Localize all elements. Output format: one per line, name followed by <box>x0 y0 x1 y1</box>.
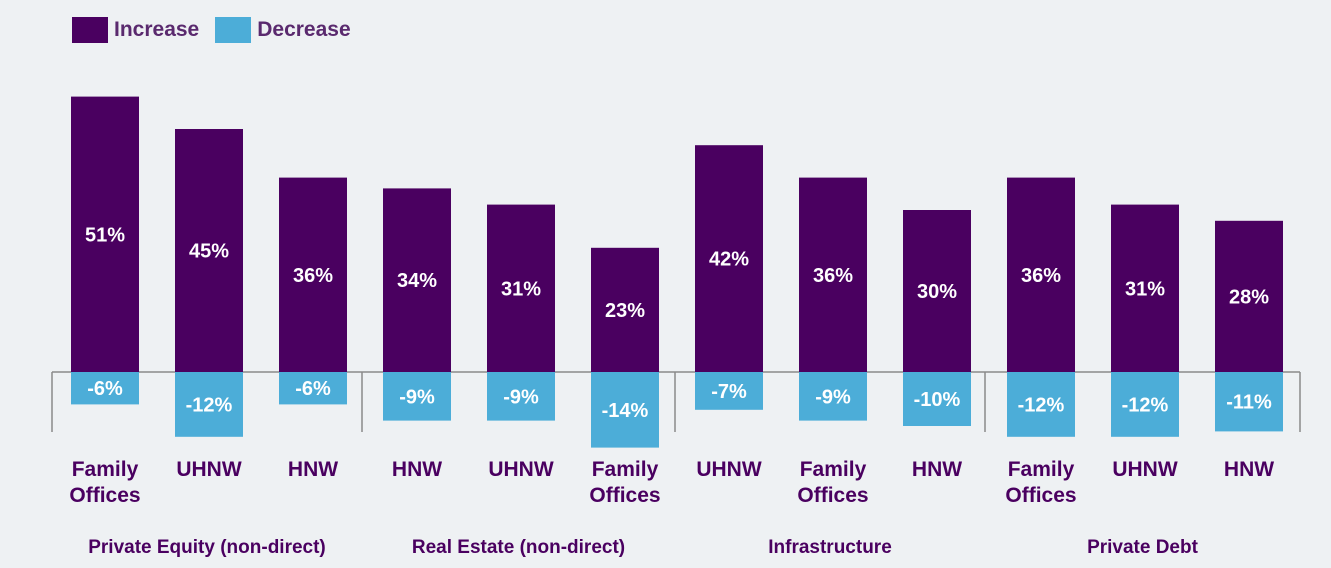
decrease-value-label: -9% <box>503 386 539 408</box>
increase-bar <box>1007 177 1075 372</box>
increase-value-label: 31% <box>1125 278 1165 300</box>
increase-bar <box>1215 220 1283 372</box>
group-label: Real Estate (non-direct) <box>412 537 625 558</box>
category-label: HNW <box>288 458 338 481</box>
category-label: Family Offices <box>1005 458 1076 507</box>
increase-bar <box>175 129 243 372</box>
decrease-bar <box>695 372 763 410</box>
increase-value-label: 28% <box>1229 286 1269 308</box>
increase-value-label: 45% <box>189 241 229 263</box>
increase-value-label: 36% <box>813 265 853 287</box>
decrease-value-label: -6% <box>87 378 123 400</box>
legend-swatch-increase <box>72 17 108 43</box>
increase-value-label: 34% <box>397 270 437 292</box>
increase-value-label: 36% <box>1021 265 1061 287</box>
category-label: HNW <box>392 458 442 481</box>
group-label: Private Equity (non-direct) <box>88 537 326 558</box>
category-label: UHNW <box>176 458 241 481</box>
increase-bar <box>71 96 139 372</box>
increase-bar <box>799 177 867 372</box>
category-label: UHNW <box>696 458 761 481</box>
legend: Increase Decrease <box>72 17 367 43</box>
legend-item-increase: Increase <box>72 17 199 43</box>
decrease-bar <box>903 372 971 426</box>
category-label: Family Offices <box>589 458 660 507</box>
decrease-bar <box>383 372 451 421</box>
decrease-value-label: -10% <box>914 389 961 411</box>
decrease-value-label: -6% <box>295 378 331 400</box>
increase-value-label: 30% <box>917 281 957 303</box>
decrease-bar <box>1111 372 1179 437</box>
legend-swatch-decrease <box>215 17 252 43</box>
legend-label-increase: Increase <box>114 18 200 41</box>
increase-bar <box>487 204 555 372</box>
category-label: HNW <box>1224 458 1274 481</box>
increase-value-label: 36% <box>293 265 333 287</box>
increase-bar <box>903 210 971 372</box>
decrease-value-label: -9% <box>815 386 851 408</box>
category-label: UHNW <box>1112 458 1177 481</box>
category-label: UHNW <box>488 458 553 481</box>
decrease-bar <box>1007 372 1075 437</box>
increase-bar <box>1111 204 1179 372</box>
decrease-bar <box>591 372 659 448</box>
decrease-bar <box>279 372 347 405</box>
group-label: Infrastructure <box>768 537 892 558</box>
increase-bar <box>695 145 763 372</box>
legend-label-decrease: Decrease <box>257 18 351 41</box>
increase-bar <box>279 177 347 372</box>
decrease-value-label: -11% <box>1226 392 1272 414</box>
decrease-value-label: -14% <box>602 400 649 422</box>
decrease-value-label: -12% <box>1018 394 1065 416</box>
legend-item-decrease: Decrease <box>215 17 351 43</box>
decrease-bar <box>799 372 867 421</box>
decrease-bar <box>71 372 139 405</box>
category-label: HNW <box>912 458 962 481</box>
decrease-value-label: -7% <box>711 381 747 403</box>
category-label: Family Offices <box>69 458 140 507</box>
increase-value-label: 31% <box>501 278 541 300</box>
group-label: Private Debt <box>1087 537 1199 558</box>
decrease-value-label: -12% <box>1122 394 1169 416</box>
increase-value-label: 23% <box>605 300 645 322</box>
decrease-value-label: -12% <box>186 394 233 416</box>
category-label: Family Offices <box>797 458 868 507</box>
increase-bar <box>591 247 659 372</box>
decrease-bar <box>1215 372 1283 432</box>
decrease-value-label: -9% <box>399 386 435 408</box>
decrease-bar <box>175 372 243 437</box>
increase-value-label: 51% <box>85 224 125 246</box>
decrease-bar <box>487 372 555 421</box>
increase-value-label: 42% <box>709 249 749 271</box>
increase-bar <box>383 188 451 372</box>
